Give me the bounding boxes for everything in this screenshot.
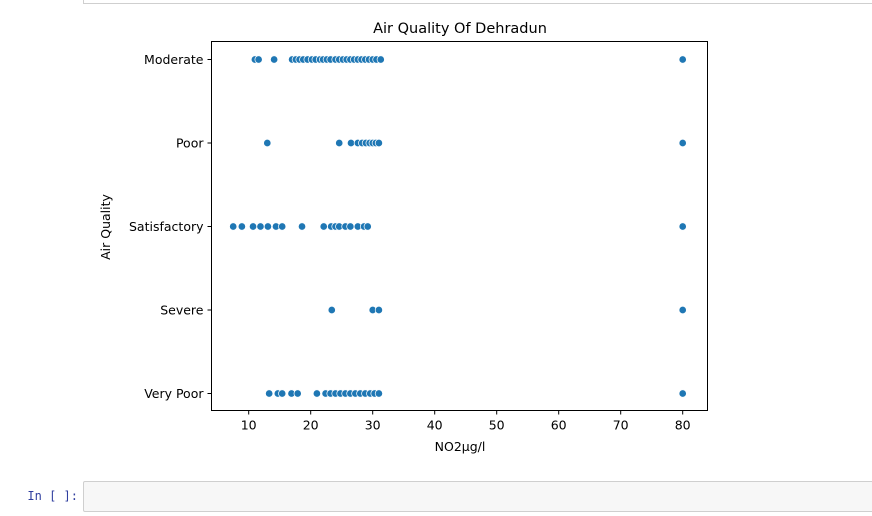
data-point [678, 55, 687, 64]
data-point [363, 222, 372, 231]
data-point [293, 389, 302, 398]
x-axis-label: NO2µg/l [435, 439, 486, 454]
data-point [374, 305, 383, 315]
x-axis: 10 20 30 40 50 60 70 80 [241, 410, 691, 433]
x-tick-label: 80 [675, 418, 691, 433]
y-tick-label: Severe [160, 303, 204, 318]
x-tick-label: 40 [427, 418, 443, 433]
data-point [374, 138, 383, 148]
data-point [297, 222, 307, 231]
data-point [346, 222, 355, 231]
y-axis-label: Air Quality [98, 194, 113, 260]
data-point [312, 389, 321, 398]
data-point [335, 138, 344, 148]
data-point [278, 389, 287, 398]
data-point [265, 389, 274, 398]
data-points [229, 55, 687, 398]
data-point [254, 55, 263, 64]
code-cell-input[interactable] [83, 481, 872, 512]
x-tick-label: 20 [303, 418, 319, 433]
data-point [374, 389, 383, 398]
data-point [237, 222, 246, 231]
chart-title: Air Quality Of Dehradun [373, 21, 547, 37]
x-tick-label: 70 [613, 418, 629, 433]
data-point [256, 222, 265, 231]
data-point [248, 222, 258, 231]
scatter-chart: Air Quality Of Dehradun Moderate Poor Sati… [98, 21, 708, 454]
data-point [327, 305, 336, 315]
x-tick-label: 30 [365, 418, 381, 433]
data-point [270, 55, 279, 64]
y-tick-label: Moderate [144, 52, 204, 67]
data-point [376, 55, 385, 64]
x-tick-label: 10 [241, 418, 257, 433]
cell-prompt: In [ ]: [27, 489, 78, 503]
previous-output-cell [83, 0, 872, 4]
data-point [678, 222, 687, 231]
data-point [229, 222, 238, 231]
y-axis: Moderate Poor Satisfactory Severe Very Poor [129, 52, 212, 401]
data-point [319, 222, 328, 231]
data-point [346, 138, 356, 148]
x-tick-label: 50 [489, 418, 505, 433]
y-tick-label: Poor [176, 136, 204, 151]
y-tick-label: Satisfactory [129, 219, 204, 234]
data-point [678, 305, 687, 315]
data-point [278, 222, 287, 231]
data-point [678, 138, 687, 148]
y-tick-label: Very Poor [144, 386, 204, 401]
x-tick-label: 60 [551, 418, 567, 433]
data-point [263, 222, 272, 231]
data-point [678, 389, 687, 398]
data-point [263, 138, 272, 148]
